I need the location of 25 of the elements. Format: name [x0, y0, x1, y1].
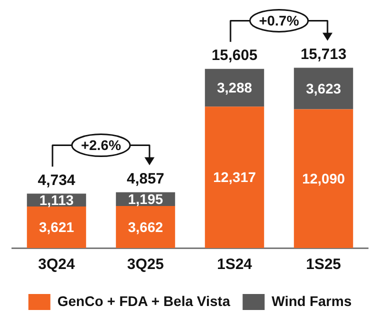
data-label: 3,662 [128, 218, 164, 235]
x-tick-label: 1S25 [306, 256, 342, 274]
total-label: 4,734 [38, 172, 76, 189]
legend-label: GenCo + FDA + Bela Vista [57, 292, 230, 309]
x-tick-label: 3Q25 [127, 256, 164, 274]
data-label: 1,195 [128, 190, 164, 207]
data-label: 3,623 [306, 80, 342, 96]
data-label: 3,288 [216, 80, 252, 96]
text: +0.7% [258, 12, 300, 29]
x-tick-label: 3Q24 [38, 256, 76, 274]
legend-label: Wind Farms [272, 292, 352, 309]
annotation: +2.6% [80, 137, 122, 154]
bar [294, 109, 354, 248]
data-label: 12,090 [302, 170, 346, 186]
bar [294, 68, 354, 110]
bar [204, 106, 264, 248]
x-tick-label: 1S24 [216, 256, 253, 274]
data-label: 3,621 [38, 219, 74, 236]
total-label: 15,605 [212, 47, 258, 64]
total-label: 4,857 [126, 170, 164, 188]
bar [26, 206, 86, 248]
data-label: 12,317 [213, 169, 256, 186]
data-label: 1,113 [39, 192, 74, 208]
total-label: 15,713 [300, 46, 346, 63]
bar [116, 206, 176, 248]
